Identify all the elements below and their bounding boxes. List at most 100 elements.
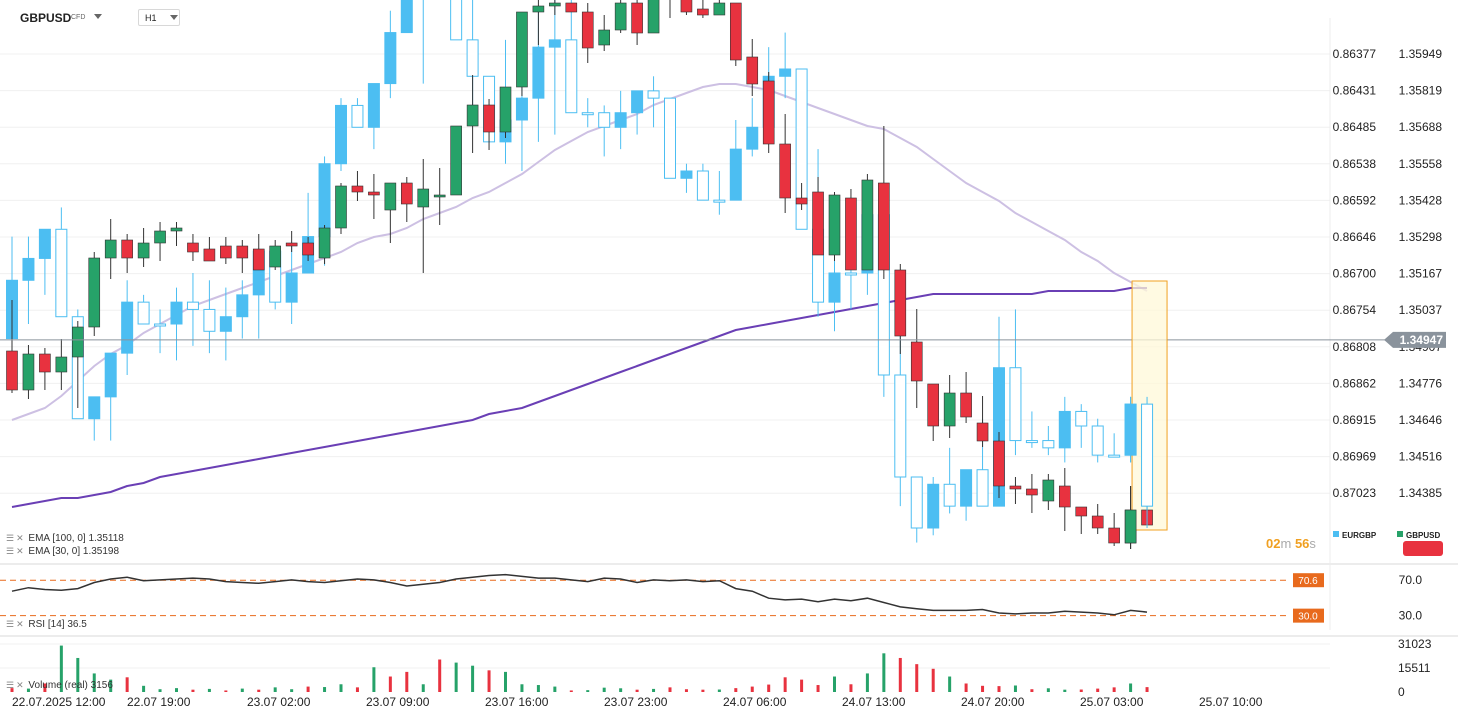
- gbpusd-candle: [236, 240, 249, 273]
- y-left-tick: 0.86646: [1333, 230, 1377, 244]
- settings-icon[interactable]: ☰: [6, 533, 15, 543]
- candle-body: [367, 83, 380, 128]
- eurgbp-candle: [746, 98, 759, 157]
- countdown-minutes-unit: m: [1280, 536, 1292, 551]
- candle-body: [614, 2, 627, 31]
- y-left-tick: 0.86969: [1333, 450, 1377, 464]
- eurgbp-candle: [38, 228, 51, 295]
- candle-body: [993, 440, 1005, 487]
- close-icon[interactable]: ✕: [16, 533, 24, 543]
- eurgbp-candle: [647, 76, 660, 128]
- candle-body: [1108, 527, 1120, 544]
- gbpusd-candle: [6, 300, 18, 393]
- gbpusd-candle: [483, 99, 495, 150]
- gbpusd-candle: [121, 234, 133, 273]
- timeframe-select[interactable]: H1: [138, 9, 180, 26]
- gbpusd-candle: [894, 264, 907, 354]
- candle-body: [844, 272, 857, 276]
- eurgbp-candle: [614, 90, 627, 150]
- settings-icon[interactable]: ☰: [6, 546, 15, 556]
- volume-bar: [882, 653, 886, 692]
- volume-bar: [10, 688, 14, 692]
- volume-bar: [602, 687, 606, 692]
- axes: 0.86377 0.86431 0.86485 0.86538 0.86592 0.866…: [12, 47, 1446, 709]
- legend-label-eurgbp: EURGBP: [1342, 531, 1377, 540]
- volume-bar: [981, 685, 985, 692]
- volume-bar: [323, 687, 327, 692]
- gbpusd-candle: [697, 0, 709, 18]
- candle-body: [960, 392, 972, 418]
- candle-body: [713, 2, 726, 16]
- chevron-down-icon[interactable]: [94, 14, 102, 19]
- candle-body: [466, 104, 479, 127]
- indicator-ema30[interactable]: ☰ ✕ EMA [30, 0] 1.35198: [6, 546, 119, 557]
- close-icon[interactable]: ✕: [16, 546, 24, 556]
- indicator-value: 36.5: [67, 619, 87, 630]
- candle-body: [417, 188, 430, 208]
- gbpusd-candle: [450, 125, 462, 196]
- y-right-tick: 1.35949: [1399, 47, 1443, 61]
- eurgbp-candle: [400, 0, 413, 34]
- gbpusd-candle: [400, 177, 413, 222]
- settings-icon[interactable]: ☰: [6, 680, 15, 690]
- candle-body: [302, 242, 314, 256]
- candle-body: [1059, 485, 1071, 508]
- gbpusd-candle: [187, 234, 199, 261]
- gbpusd-candle: [795, 183, 808, 210]
- candle-body: [779, 143, 791, 199]
- volume-bar: [652, 688, 656, 692]
- volume-bar: [372, 667, 376, 692]
- eurgbp-candle: [565, 0, 578, 114]
- eurgbp-candle: [795, 68, 808, 230]
- volume-bar: [635, 689, 639, 692]
- candle-body: [187, 242, 199, 253]
- y-right-tick: 1.35688: [1399, 120, 1443, 134]
- volume-bar: [438, 659, 442, 692]
- volume-bar: [59, 645, 63, 692]
- candle-body: [318, 227, 331, 259]
- volume-bar: [191, 689, 195, 692]
- volume-bar: [865, 673, 869, 692]
- indicator-rsi[interactable]: ☰ ✕ RSI [14] 36.5: [6, 619, 87, 630]
- candle-body: [680, 0, 693, 13]
- indicator-params: [14]: [47, 619, 65, 630]
- gbpusd-candle: [72, 321, 84, 408]
- indicator-volume[interactable]: ☰ ✕ Volume (real) 3156: [6, 680, 113, 691]
- settings-icon[interactable]: ☰: [6, 619, 15, 629]
- volume-bar: [997, 686, 1001, 692]
- eurgbp-candle: [548, 0, 561, 135]
- volume-bar: [734, 688, 738, 692]
- candle-body: [943, 392, 956, 427]
- eurgbp-candle: [203, 280, 216, 354]
- indicator-label: RSI: [28, 619, 46, 630]
- legend: EURGBP GBPUSD: [1333, 531, 1443, 556]
- indicator-params: [100, 0]: [52, 533, 86, 544]
- y-right-tick: 1.35298: [1399, 230, 1443, 244]
- candle-body: [631, 2, 643, 34]
- close-icon[interactable]: ✕: [16, 619, 24, 629]
- volume-bar: [1129, 683, 1133, 692]
- candle-body: [845, 197, 857, 271]
- gbpusd-candle: [647, 0, 660, 34]
- volume-bar: [339, 684, 343, 692]
- candle-body: [729, 148, 742, 201]
- rsi-line: [11, 573, 1148, 616]
- candle-body: [1108, 454, 1121, 458]
- chart-toolbar: GBPUSD CFD H1: [0, 0, 1458, 36]
- indicator-ema100[interactable]: ☰ ✕ EMA [100, 0] 1.35118: [6, 533, 124, 544]
- gbpusd-candle: [729, 2, 742, 66]
- eurgbp-candle: [631, 90, 644, 135]
- candle-body: [483, 104, 495, 133]
- candle-body: [252, 248, 265, 271]
- volume-bar: [388, 676, 392, 692]
- candle-body: [795, 68, 808, 230]
- gbpusd-candle: [812, 177, 824, 256]
- y-left-tick: 0.86431: [1333, 84, 1377, 98]
- volume-bar: [487, 670, 491, 692]
- ema-lines: [11, 83, 1148, 508]
- symbol-name[interactable]: GBPUSD: [20, 11, 72, 25]
- eurgbp-candle: [154, 309, 167, 354]
- x-tick-label: 24.07 13:00: [842, 695, 906, 709]
- close-icon[interactable]: ✕: [16, 680, 24, 690]
